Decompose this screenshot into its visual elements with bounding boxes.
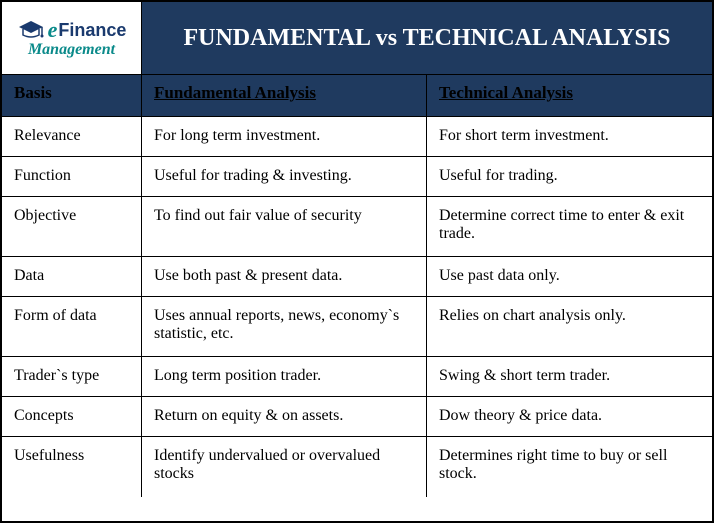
logo-management-text: Management bbox=[28, 41, 115, 59]
table-body: RelevanceFor long term investment.For sh… bbox=[2, 117, 712, 521]
table-row: Trader`s typeLong term position trader.S… bbox=[2, 357, 712, 397]
cell-basis: Usefulness bbox=[2, 437, 142, 497]
cell-basis: Relevance bbox=[2, 117, 142, 156]
cell-fundamental: To find out fair value of security bbox=[142, 197, 427, 256]
table-row: FunctionUseful for trading & investing.U… bbox=[2, 157, 712, 197]
comparison-table: e Finance Management FUNDAMENTAL vs TECH… bbox=[0, 0, 714, 523]
cell-technical: Determines right time to buy or sell sto… bbox=[427, 437, 712, 497]
cell-basis: Trader`s type bbox=[2, 357, 142, 396]
main-title: FUNDAMENTAL vs TECHNICAL ANALYSIS bbox=[142, 2, 712, 74]
table-row: Form of dataUses annual reports, news, e… bbox=[2, 297, 712, 357]
cell-fundamental: Long term position trader. bbox=[142, 357, 427, 396]
cell-technical: Swing & short term trader. bbox=[427, 357, 712, 396]
header-fundamental: Fundamental Analysis bbox=[142, 75, 427, 116]
cell-fundamental: Use both past & present data. bbox=[142, 257, 427, 296]
table-row: DataUse both past & present data.Use pas… bbox=[2, 257, 712, 297]
cell-technical: For short term investment. bbox=[427, 117, 712, 156]
logo-finance-text: Finance bbox=[58, 20, 126, 41]
graduation-cap-icon bbox=[17, 19, 45, 41]
logo-e: e bbox=[48, 17, 58, 43]
cell-technical: Relies on chart analysis only. bbox=[427, 297, 712, 356]
cell-fundamental: Identify undervalued or overvalued stock… bbox=[142, 437, 427, 497]
header-basis: Basis bbox=[2, 75, 142, 116]
table-row: ObjectiveTo find out fair value of secur… bbox=[2, 197, 712, 257]
cell-technical: Useful for trading. bbox=[427, 157, 712, 196]
table-row: ConceptsReturn on equity & on assets.Dow… bbox=[2, 397, 712, 437]
table-row: RelevanceFor long term investment.For sh… bbox=[2, 117, 712, 157]
top-row: e Finance Management FUNDAMENTAL vs TECH… bbox=[2, 2, 712, 75]
cell-technical: Determine correct time to enter & exit t… bbox=[427, 197, 712, 256]
cell-technical: Dow theory & price data. bbox=[427, 397, 712, 436]
cell-fundamental: Useful for trading & investing. bbox=[142, 157, 427, 196]
cell-basis: Function bbox=[2, 157, 142, 196]
cell-fundamental: Return on equity & on assets. bbox=[142, 397, 427, 436]
cell-basis: Concepts bbox=[2, 397, 142, 436]
cell-basis: Form of data bbox=[2, 297, 142, 356]
header-technical: Technical Analysis bbox=[427, 75, 712, 116]
cell-basis: Objective bbox=[2, 197, 142, 256]
cell-fundamental: For long term investment. bbox=[142, 117, 427, 156]
logo-top-line: e Finance bbox=[17, 17, 127, 43]
column-headers: Basis Fundamental Analysis Technical Ana… bbox=[2, 75, 712, 117]
cell-technical: Use past data only. bbox=[427, 257, 712, 296]
cell-basis: Data bbox=[2, 257, 142, 296]
cell-fundamental: Uses annual reports, news, economy`s sta… bbox=[142, 297, 427, 356]
table-row: UsefulnessIdentify undervalued or overva… bbox=[2, 437, 712, 497]
logo-cell: e Finance Management bbox=[2, 2, 142, 74]
